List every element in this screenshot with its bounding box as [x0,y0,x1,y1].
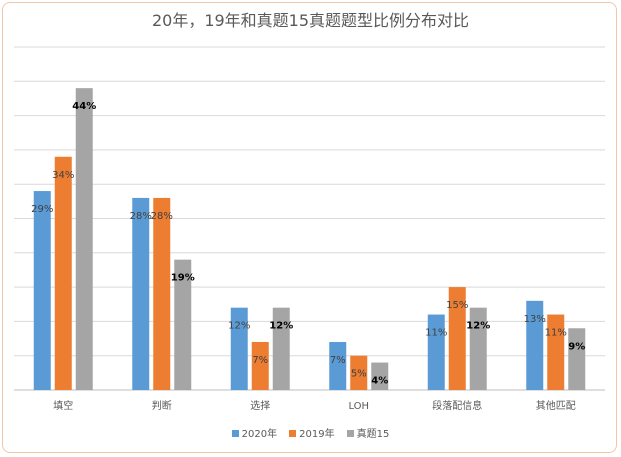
data-label: 29% [31,204,53,215]
legend-swatch [346,430,354,437]
bar-真题15-段落配信息 [469,307,487,390]
data-label: 12% [228,321,250,332]
data-label: 19% [171,273,195,284]
data-label: 5% [351,369,367,380]
data-label: 44% [72,101,96,112]
bar-2019年-填空 [54,156,72,390]
data-label: 28% [151,211,173,222]
data-label: 13% [524,314,546,325]
bar-2019年-判断 [153,197,171,390]
category-label: 判断 [152,399,172,412]
data-label: 34% [52,170,74,181]
legend-label: 真题15 [356,429,390,440]
bar-2020年-LOH [329,341,347,390]
bar-2020年-段落配信息 [427,314,445,390]
legend-label: 2020年 [241,429,278,440]
legend-item: 2020年 [231,425,278,440]
bar-2019年-段落配信息 [448,287,466,390]
bar-2020年-判断 [132,197,150,390]
data-label: 28% [130,211,152,222]
data-label: 7% [252,355,268,366]
legend-swatch [231,430,239,437]
bar-真题15-LOH [371,362,389,390]
legend-item: 2019年 [289,425,335,440]
legend-item: 真题15 [346,425,390,440]
data-label: 9% [568,341,585,352]
bar-真题15-其他匹配 [568,328,586,390]
legend-swatch [289,430,297,437]
category-label: 段落配信息 [432,399,482,412]
bar-2019年-选择 [251,341,269,390]
bar-2020年-填空 [33,191,51,390]
bar-2019年-其他匹配 [547,314,565,390]
bar-真题15-填空 [75,88,93,390]
bar-2020年-其他匹配 [526,300,544,390]
bar-2019年-LOH [350,355,368,390]
bar-真题15-选择 [272,307,290,390]
category-label: 其他匹配 [536,399,576,412]
bar-2020年-选择 [230,307,248,390]
category-label: LOH [348,401,369,412]
data-label: 11% [425,328,447,339]
data-label: 12% [269,321,293,332]
chart-legend: 2020年 2019年 真题15 [0,425,621,440]
data-label: 15% [446,300,468,311]
chart-title: 20年，19年和真题15真题题型比例分布对比 [151,11,470,30]
category-label: 选择 [250,399,270,412]
legend-label: 2019年 [299,429,335,440]
chart-frame [2,2,617,453]
data-label: 11% [545,328,567,339]
data-label: 4% [371,376,388,387]
data-label: 7% [330,355,346,366]
category-label: 填空 [53,399,73,412]
bar-真题15-判断 [174,259,192,390]
data-label: 12% [466,321,490,332]
